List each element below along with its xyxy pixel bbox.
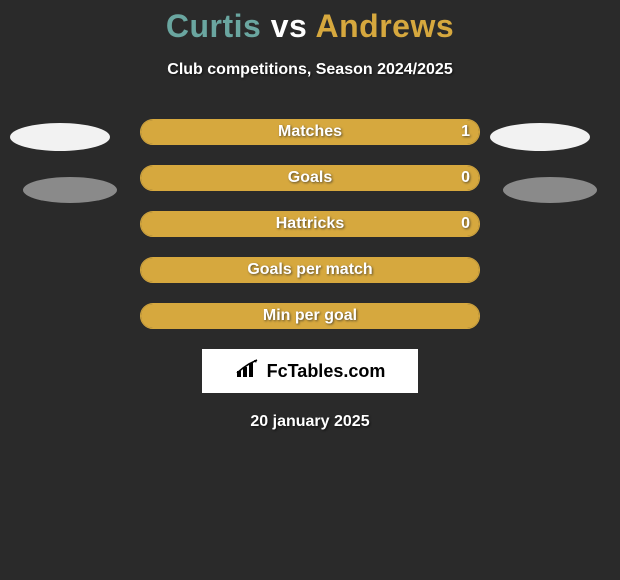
- bar-value-right: 1: [461, 119, 470, 145]
- stat-row: Matches1: [140, 119, 480, 145]
- vs-label: vs: [271, 8, 308, 44]
- bar-label: Min per goal: [140, 303, 480, 329]
- stat-row: Min per goal: [140, 303, 480, 329]
- footer-brand: FcTables.com: [267, 361, 386, 382]
- decor-ellipse: [490, 123, 590, 151]
- stat-row: Goals per match: [140, 257, 480, 283]
- footer-date: 20 january 2025: [0, 413, 620, 431]
- bar-label: Matches: [140, 119, 480, 145]
- subtitle: Club competitions, Season 2024/2025: [0, 61, 620, 79]
- decor-ellipse: [503, 177, 597, 203]
- footer-badge: FcTables.com: [202, 349, 418, 393]
- bar-value-right: 0: [461, 165, 470, 191]
- player1-name: Curtis: [166, 8, 261, 44]
- bar-label: Goals per match: [140, 257, 480, 283]
- decor-ellipse: [23, 177, 117, 203]
- stat-row: Goals0: [140, 165, 480, 191]
- bar-value-right: 0: [461, 211, 470, 237]
- decor-ellipse: [10, 123, 110, 151]
- bar-label: Goals: [140, 165, 480, 191]
- bar-label: Hattricks: [140, 211, 480, 237]
- stat-row: Hattricks0: [140, 211, 480, 237]
- player2-name: Andrews: [316, 8, 455, 44]
- page-title: Curtis vs Andrews: [0, 0, 620, 45]
- chart-icon: [235, 359, 261, 384]
